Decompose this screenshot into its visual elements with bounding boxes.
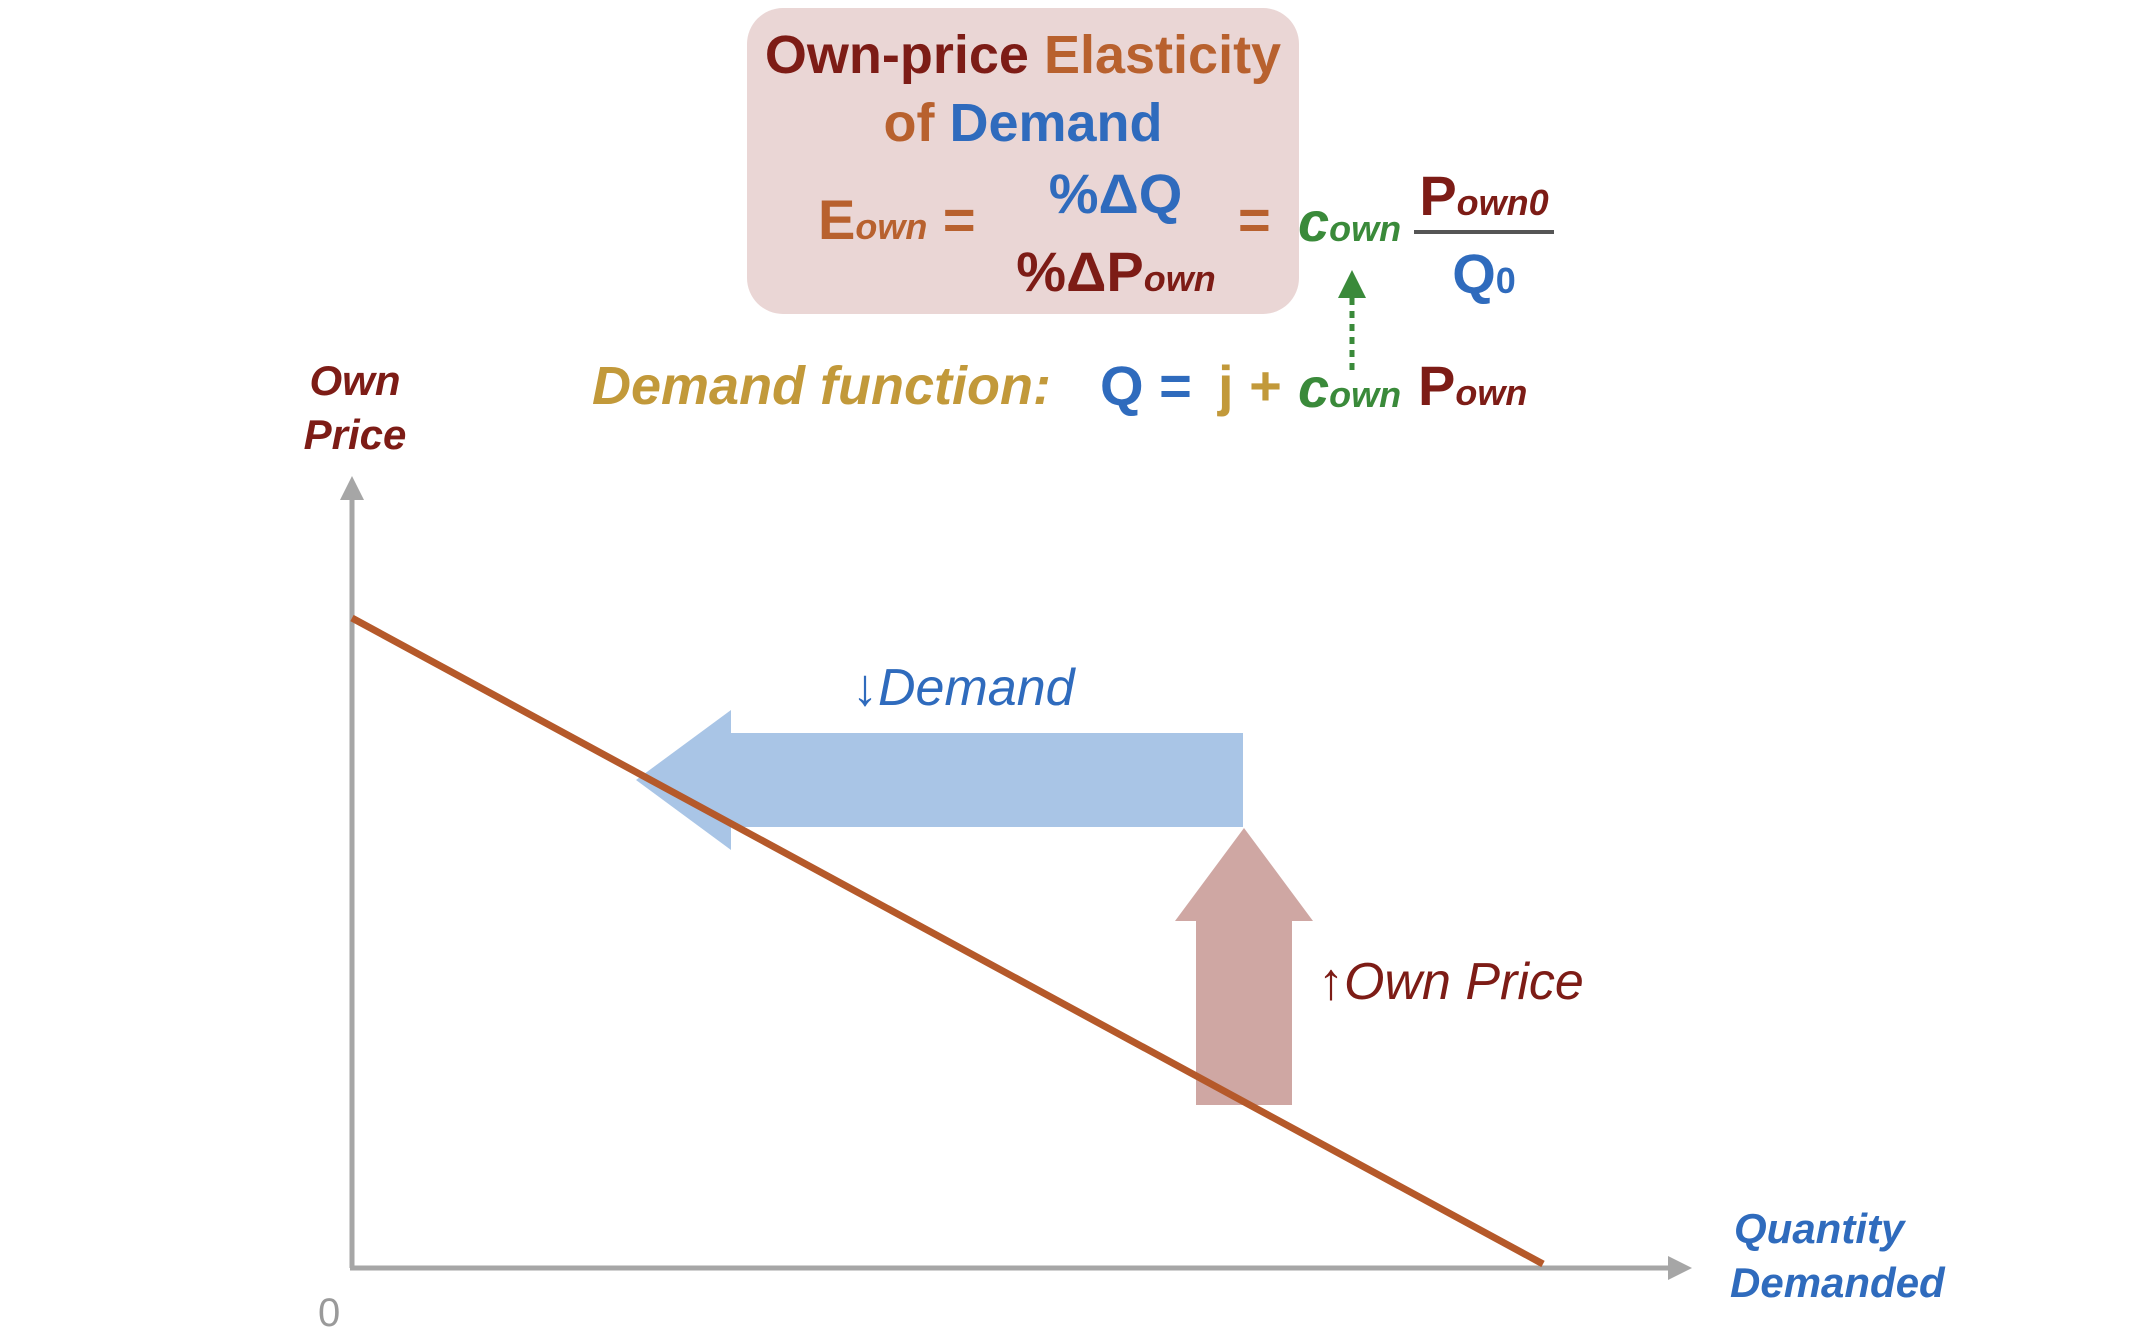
formula-denominator-main: %ΔP [1016, 240, 1144, 303]
x-axis-label: Quantity Demanded [1730, 1202, 1945, 1310]
origin-label: 0 [318, 1291, 341, 1335]
price-arrow-label: ↑Own Price [1318, 952, 1584, 1012]
title-line-2: of Demand [747, 92, 1299, 154]
formula-rhs-denominator: Q0 [1414, 244, 1554, 311]
formula-rhs-p-sub: own0 [1456, 182, 1549, 223]
formula-c: cown [1298, 192, 1401, 259]
title-box [747, 8, 1299, 314]
formula-rhs-q-sub: 0 [1495, 260, 1516, 301]
formula-c-sub: own [1329, 208, 1402, 249]
title-demand: Demand [949, 93, 1163, 153]
formula-c-letter: c [1298, 190, 1330, 253]
price-arrow-text: Own Price [1344, 953, 1584, 1011]
y-axis-label: Own Price [290, 354, 420, 462]
demand-function-c-sub: own [1329, 374, 1402, 415]
formula-numerator: %ΔQ [1048, 162, 1183, 225]
y-axis-label-line1: Own [309, 357, 401, 404]
title-own-price: Own-price [764, 25, 1029, 85]
up-arrow-icon: ↑ [1318, 953, 1344, 1011]
formula-rhs-q: Q [1452, 242, 1496, 305]
demand-function-p-sub: own [1455, 372, 1528, 413]
demand-function-label: Demand function: [592, 356, 1051, 416]
x-axis-arrowhead [1668, 1256, 1692, 1280]
demand-decrease-arrow [636, 710, 1243, 850]
formula-lhs: Eown = [818, 190, 976, 257]
demand-function-c: cown [1298, 358, 1401, 425]
demand-function-c-letter: c [1298, 356, 1330, 419]
formula-denominator-sub: own [1143, 258, 1216, 299]
formula-equals-2: = [1238, 188, 1271, 251]
formula-equals-1: = [942, 188, 976, 251]
title-line-1: Own-price Elasticity [747, 24, 1299, 86]
y-axis-arrowhead [340, 476, 364, 500]
demand-arrow-text: Demand [878, 659, 1075, 717]
x-axis-label-line1: Quantity [1734, 1205, 1905, 1252]
link-arrowhead [1338, 270, 1366, 298]
demand-function-p-letter: P [1418, 354, 1456, 417]
demand-function-j: j + [1218, 354, 1282, 417]
demand-function-q: Q = [1100, 354, 1192, 417]
formula-rhs-p: P [1419, 164, 1457, 227]
demand-arrow-label: ↓Demand [852, 658, 1075, 718]
y-axis-label-line2: Price [303, 411, 407, 458]
demand-function-p: Pown [1418, 356, 1527, 423]
down-arrow-icon: ↓ [852, 659, 878, 717]
formula-denominator: %ΔPown [1010, 242, 1222, 309]
title-of: of [883, 93, 935, 153]
formula-e-sub: own [855, 206, 928, 247]
formula-rhs-numerator: Pown0 [1414, 166, 1554, 233]
title-elasticity: Elasticity [1043, 25, 1282, 85]
formula-e: E [818, 188, 856, 251]
demand-curve [350, 614, 1545, 1268]
price-increase-arrow [1175, 828, 1313, 1105]
x-axis-label-line2: Demanded [1730, 1259, 1945, 1306]
